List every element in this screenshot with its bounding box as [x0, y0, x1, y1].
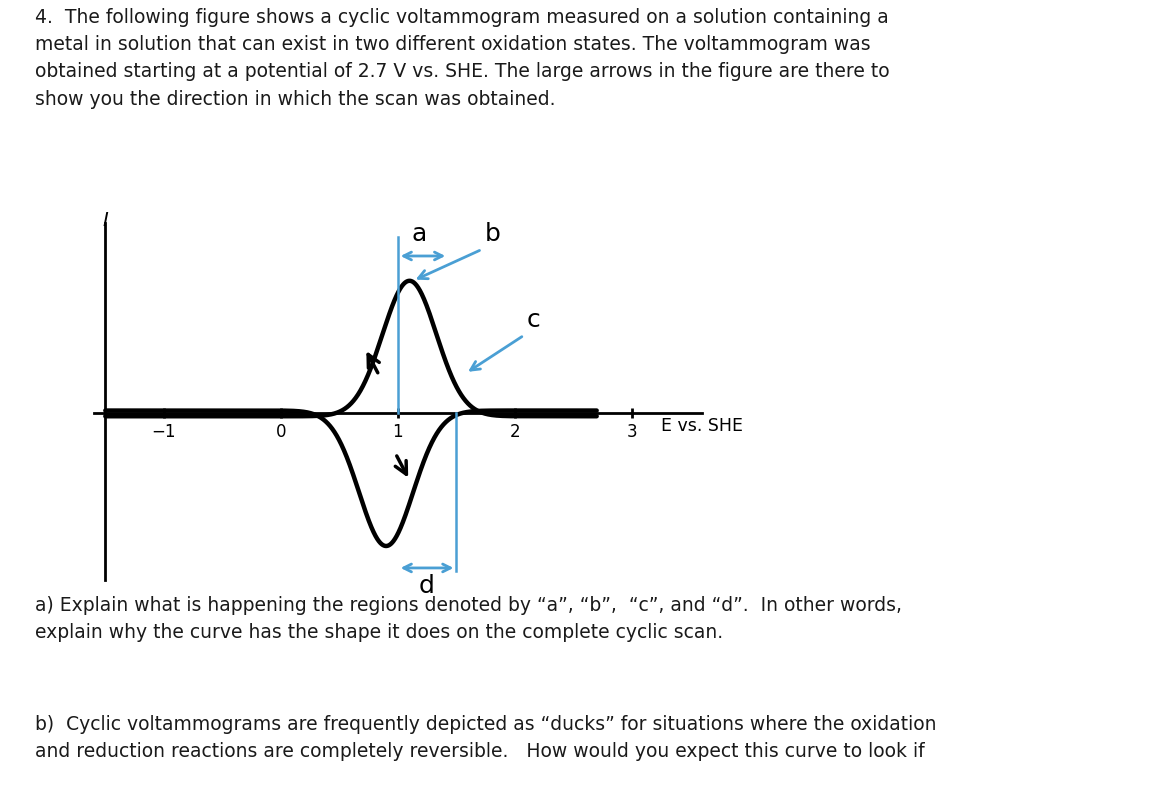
Text: 4.  The following figure shows a cyclic voltammogram measured on a solution cont: 4. The following figure shows a cyclic v…	[35, 8, 889, 109]
Text: a: a	[411, 223, 427, 246]
Text: d: d	[419, 574, 435, 598]
Text: a) Explain what is happening the regions denoted by “a”, “b”,  “c”, and “d”.  In: a) Explain what is happening the regions…	[35, 596, 902, 642]
Text: E vs. SHE: E vs. SHE	[661, 417, 743, 435]
Text: I: I	[103, 211, 108, 231]
Text: b)  Cyclic voltammograms are frequently depicted as “ducks” for situations where: b) Cyclic voltammograms are frequently d…	[35, 715, 937, 761]
Text: b: b	[484, 223, 501, 246]
Text: c: c	[526, 308, 541, 332]
